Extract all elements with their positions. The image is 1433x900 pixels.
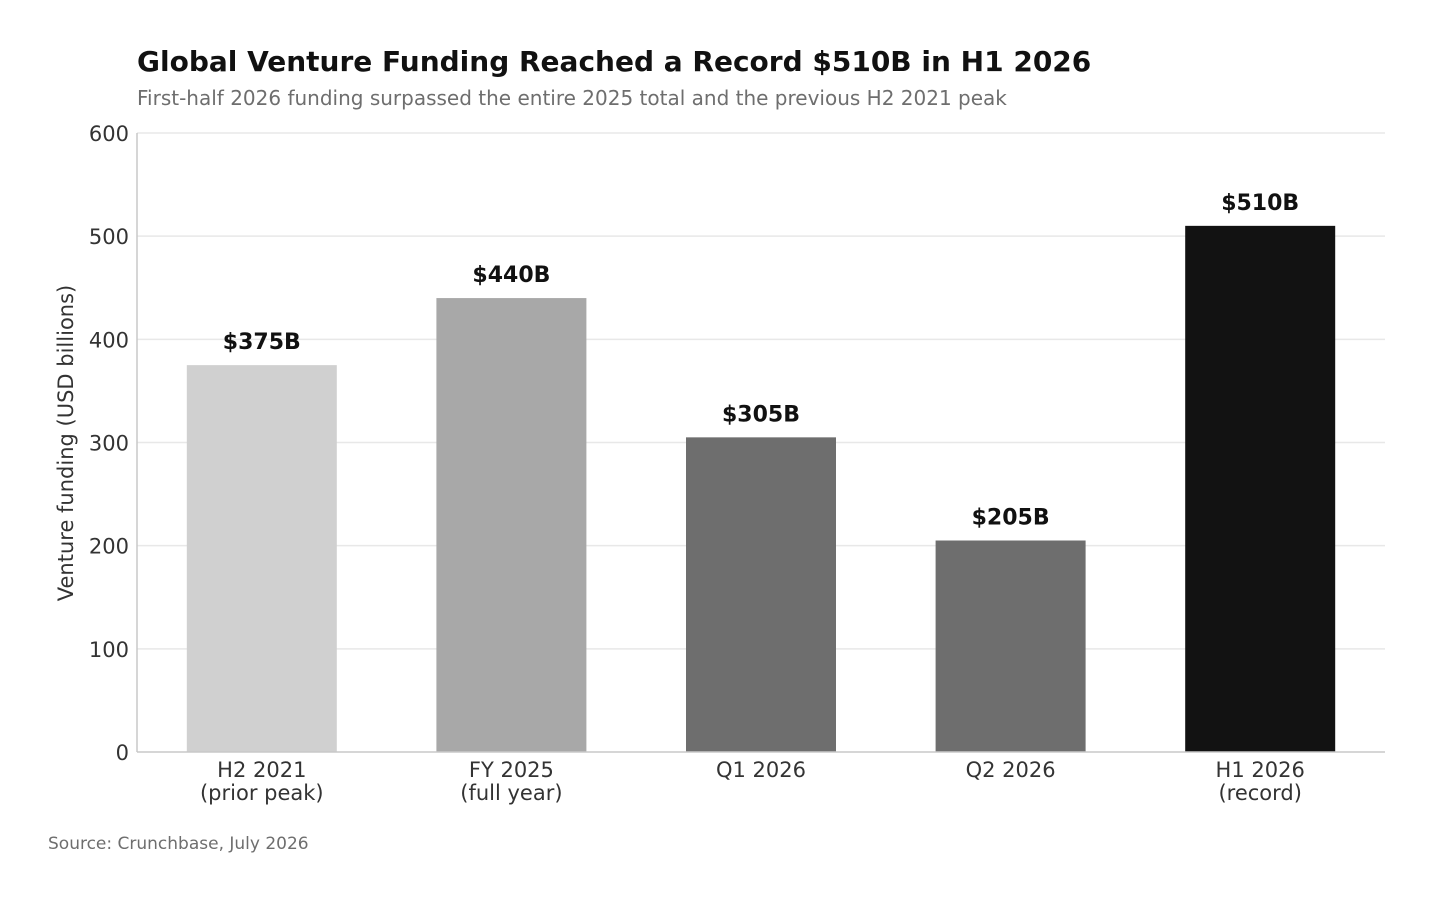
x-tick-label: FY 2025 [469, 758, 554, 782]
y-tick-label: 0 [116, 741, 129, 765]
bar-value-label: $205B [972, 506, 1050, 531]
source-note: Source: Crunchbase, July 2026 [48, 834, 309, 854]
data-labels: $375B $440B $305B $205B $510B [223, 191, 1299, 531]
x-tick-sublabel: (record) [1218, 781, 1301, 805]
bar [1185, 225, 1336, 753]
y-tick-label: 400 [89, 328, 129, 352]
x-tick-label: Q2 2026 [966, 758, 1056, 782]
x-tick-sublabel: (full year) [460, 781, 562, 805]
bar [935, 540, 1086, 752]
x-tick-label: H1 2026 [1216, 758, 1305, 782]
x-tick-label: Q1 2026 [716, 758, 806, 782]
bar-value-label: $510B [1221, 191, 1299, 216]
bar [436, 298, 587, 752]
axes [136, 133, 1385, 753]
bars [186, 225, 1336, 753]
x-tick-label: H2 2021 [217, 758, 306, 782]
y-tick-label: 100 [89, 638, 129, 662]
bar-value-label: $305B [722, 402, 800, 427]
y-tick-label: 200 [89, 535, 129, 559]
y-tick-label: 500 [89, 225, 129, 249]
bar [686, 437, 836, 752]
x-tick-labels: H2 2021(prior peak) FY 2025(full year) Q1 … [200, 758, 1305, 805]
bar-value-label: $375B [223, 330, 301, 355]
chart-title: Global Venture Funding Reached a Record … [137, 45, 1091, 78]
chart-subtitle: First-half 2026 funding surpassed the en… [137, 86, 1007, 110]
y-tick-label: 600 [89, 122, 129, 146]
x-tick-sublabel: (prior peak) [200, 781, 324, 805]
y-tick-label: 300 [89, 432, 129, 456]
bar-value-label: $440B [472, 263, 550, 288]
bar [186, 365, 337, 752]
y-axis-title: Venture funding (USD billions) [54, 285, 78, 601]
y-tick-labels: 0 100 200 300 400 500 600 [89, 122, 129, 765]
